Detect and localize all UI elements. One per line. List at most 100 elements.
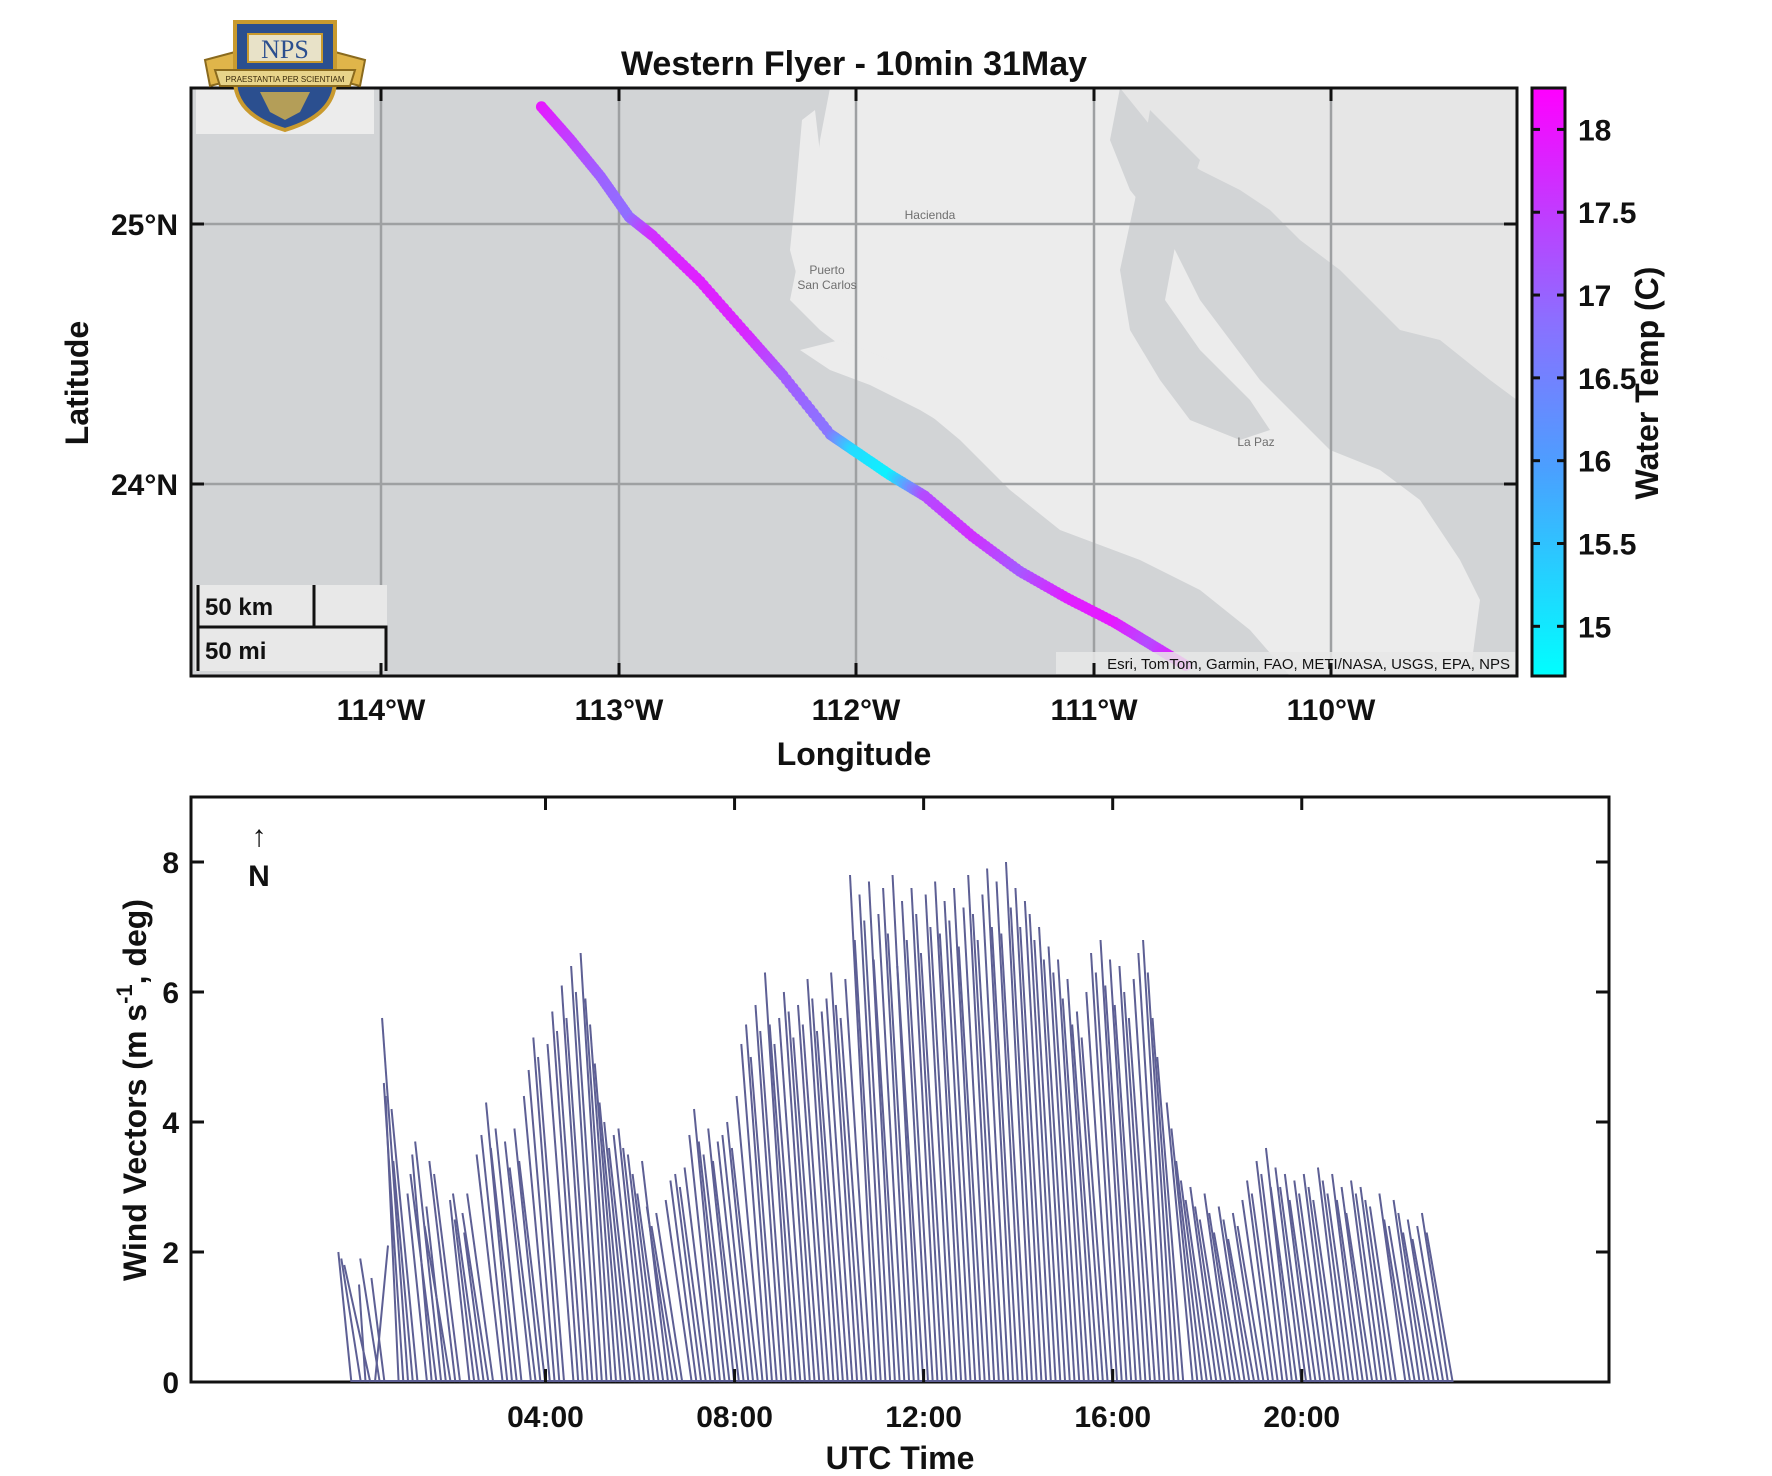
wind-vector (551, 1011, 580, 1383)
colorbar-gradient (1530, 86, 1567, 678)
wind-vector (532, 1037, 561, 1383)
wind-vector (726, 1121, 755, 1383)
wind-vector (1156, 1056, 1185, 1383)
wind-vector (1094, 972, 1123, 1383)
colorbar-tick-label: 16 (1578, 446, 1611, 479)
wind-vector (754, 1004, 783, 1383)
wind-vector (1231, 1212, 1260, 1383)
colorbar-ticks: 18 17.5 17 16.5 16 15.5 15 (1532, 114, 1636, 644)
map-ytick-labels: 25°N 24°N (111, 209, 178, 502)
wind-vector (650, 1225, 679, 1383)
wind-vector (721, 1134, 750, 1383)
ytick-label-24n: 24°N (111, 469, 178, 502)
north-arrow-icon: ↑ (252, 820, 267, 853)
wind-vector (584, 998, 613, 1383)
logo-motto: PRAESTANTIA PER SCIENTIAM (226, 75, 345, 84)
wind-vector (489, 1147, 518, 1383)
map-panel: Hacienda Puerto San Carlos La Paz 50 km … (59, 45, 1519, 772)
wind-vector (1033, 939, 1062, 1383)
map-axes-frame (189, 86, 1519, 678)
wind-vector (1392, 1199, 1421, 1383)
wind-vector (688, 1134, 717, 1383)
scalebar-km-label: 50 km (205, 594, 273, 621)
wind-vector (801, 1024, 830, 1383)
wind-vector (707, 1128, 736, 1383)
colorbar: 18 17.5 17 16.5 16 15.5 15 Water Temp (C) (1530, 86, 1665, 678)
wind-vector (451, 1193, 480, 1383)
wind-vector (1279, 1186, 1308, 1383)
wind-vector (1009, 907, 1038, 1383)
wind-vector (1378, 1193, 1407, 1383)
wind-ylabel: Wind Vectors (m s-1, deg) (112, 899, 153, 1281)
wind-vector (1283, 1173, 1312, 1383)
wind-xlabel: UTC Time (826, 1440, 975, 1476)
wind-vector (986, 868, 1015, 1383)
wind-vector (1402, 1232, 1431, 1383)
wind-vector (1331, 1173, 1360, 1383)
wind-vector (877, 913, 906, 1383)
wind-vector (1236, 1225, 1265, 1383)
wind-vector (697, 1141, 726, 1383)
wind-vector (463, 1232, 485, 1383)
xtick-label-111w: 111°W (1050, 694, 1138, 727)
wind-vector (664, 1199, 693, 1383)
wind-ylabel-suffix: , deg) (117, 899, 153, 984)
wind-vector (1184, 1199, 1213, 1383)
wind-vector (778, 1017, 807, 1383)
wind-vector (503, 1141, 532, 1383)
land-west-islands (790, 110, 822, 280)
wind-vector (716, 1141, 745, 1383)
wind-vector (948, 920, 977, 1383)
wind-vector (938, 933, 967, 1383)
wind-vector (390, 1108, 419, 1383)
wind-vector (518, 1160, 547, 1383)
wind-vector (825, 998, 854, 1383)
wind-vector (957, 946, 986, 1383)
wind-vector (555, 1030, 584, 1383)
wind-vector (494, 1128, 523, 1383)
wind-xtick-label: 04:00 (507, 1401, 584, 1434)
map-ylabel: Latitude (59, 321, 95, 445)
wind-vector (508, 1167, 537, 1383)
logo-text: NPS (261, 35, 309, 64)
wind-vector (343, 1264, 372, 1383)
wind-vector (1142, 939, 1171, 1383)
wind-vector (1246, 1180, 1275, 1383)
wind-vector (806, 978, 835, 1383)
wind-vector (428, 1160, 457, 1383)
wind-vector (1411, 1238, 1440, 1383)
wind-vector (579, 952, 608, 1383)
wind-vector (882, 887, 911, 1383)
wind-vector (1118, 965, 1147, 1383)
place-label-hacienda: Hacienda (905, 208, 956, 222)
wind-vector (830, 972, 859, 1383)
nps-logo: NPS PRAESTANTIA PER SCIENTIAM (203, 20, 367, 133)
wind-vector (537, 1056, 566, 1383)
wind-vector (414, 1141, 443, 1383)
place-labels: Hacienda Puerto San Carlos La Paz (797, 208, 1274, 449)
wind-vector (1052, 972, 1081, 1383)
wind-vector (735, 1095, 764, 1383)
wind-vector (740, 1043, 769, 1383)
wind-vector (560, 985, 589, 1383)
wind-vector (782, 991, 811, 1383)
wind-vector (1227, 1238, 1256, 1383)
wind-vector (1189, 1186, 1218, 1383)
wind-vector (1004, 861, 1033, 1383)
wind-vector (787, 1011, 816, 1383)
wind-vector (1208, 1212, 1237, 1383)
wind-vector (1090, 952, 1119, 1383)
wind-vector (466, 1193, 495, 1383)
wind-vector (1123, 991, 1152, 1383)
wind-ytick-label: 6 (162, 977, 179, 1010)
wind-vector (1288, 1199, 1317, 1383)
wind-vectors (337, 861, 1454, 1383)
wind-vector (1127, 1017, 1156, 1383)
wind-vector (976, 939, 1005, 1383)
wind-vector (896, 965, 925, 1383)
wind-vector (711, 1160, 740, 1383)
land-barrier-island (800, 340, 1000, 445)
wind-vector (1293, 1180, 1322, 1383)
wind-vector (886, 933, 915, 1383)
